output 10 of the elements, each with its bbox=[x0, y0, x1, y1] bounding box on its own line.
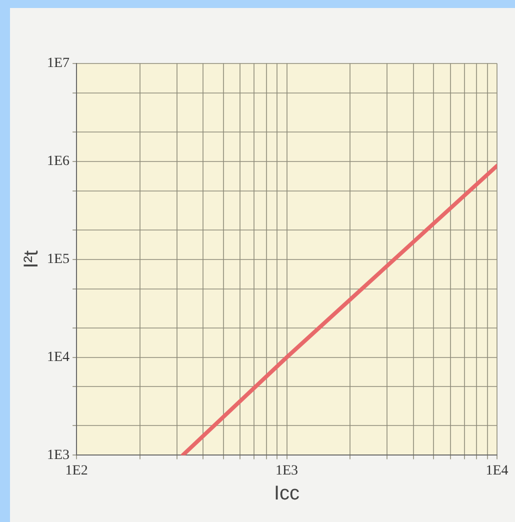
x-axis-title: Icc bbox=[274, 482, 300, 505]
y-tick-label: 1E5 bbox=[46, 252, 70, 267]
y-tick-label: 1E3 bbox=[46, 448, 70, 463]
y-tick-label: 1E4 bbox=[46, 350, 70, 365]
x-tick-label: 1E4 bbox=[486, 463, 508, 478]
x-tick-label: 1E3 bbox=[275, 463, 298, 478]
y-axis-title: I²t bbox=[20, 250, 43, 268]
x-tick-label: 1E2 bbox=[65, 463, 88, 478]
y-tick-label: 1E6 bbox=[46, 154, 70, 170]
y-tick-label: 1E7 bbox=[46, 56, 70, 72]
